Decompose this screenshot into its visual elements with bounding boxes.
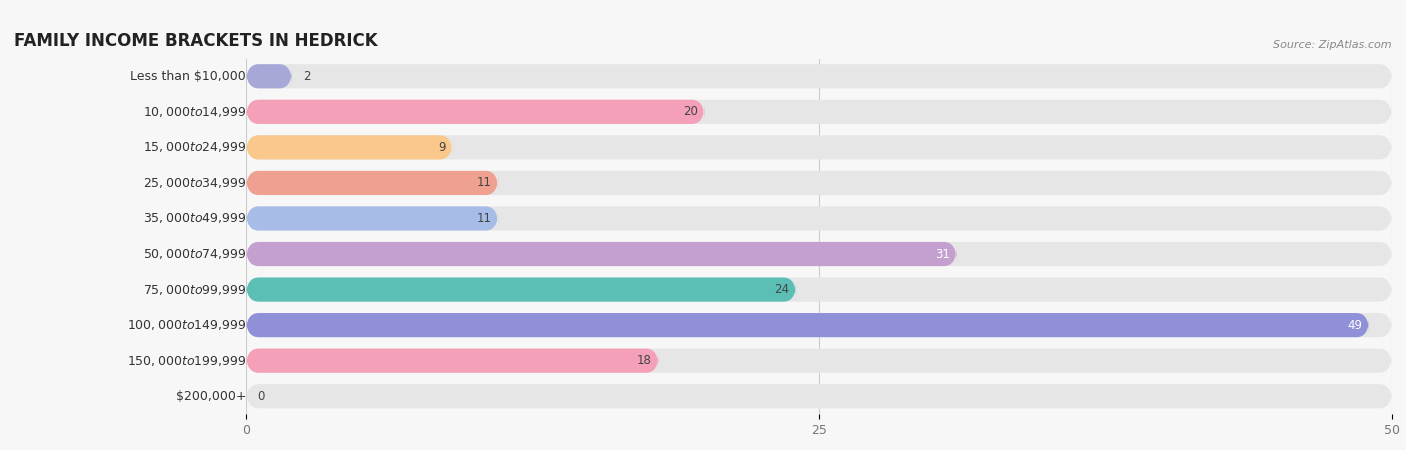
Text: $75,000 to $99,999: $75,000 to $99,999 xyxy=(142,283,246,297)
Text: $10,000 to $14,999: $10,000 to $14,999 xyxy=(142,105,246,119)
Text: FAMILY INCOME BRACKETS IN HEDRICK: FAMILY INCOME BRACKETS IN HEDRICK xyxy=(14,32,378,50)
FancyBboxPatch shape xyxy=(246,313,1369,337)
FancyBboxPatch shape xyxy=(246,64,1392,88)
Text: Source: ZipAtlas.com: Source: ZipAtlas.com xyxy=(1274,40,1392,50)
FancyBboxPatch shape xyxy=(246,278,1392,302)
Text: 2: 2 xyxy=(304,70,311,83)
FancyBboxPatch shape xyxy=(246,100,704,124)
FancyBboxPatch shape xyxy=(246,64,292,88)
Text: Less than $10,000: Less than $10,000 xyxy=(131,70,246,83)
Text: 9: 9 xyxy=(437,141,446,154)
Text: 11: 11 xyxy=(477,212,491,225)
Text: 49: 49 xyxy=(1347,319,1362,332)
Text: 11: 11 xyxy=(477,176,491,189)
FancyBboxPatch shape xyxy=(246,242,956,266)
Text: $100,000 to $149,999: $100,000 to $149,999 xyxy=(127,318,246,332)
Text: 31: 31 xyxy=(935,248,949,261)
Text: $150,000 to $199,999: $150,000 to $199,999 xyxy=(127,354,246,368)
Text: $25,000 to $34,999: $25,000 to $34,999 xyxy=(142,176,246,190)
FancyBboxPatch shape xyxy=(246,135,1392,159)
FancyBboxPatch shape xyxy=(246,100,1392,124)
Text: 20: 20 xyxy=(683,105,697,118)
FancyBboxPatch shape xyxy=(246,242,1392,266)
Text: 0: 0 xyxy=(257,390,264,403)
Text: 24: 24 xyxy=(775,283,789,296)
FancyBboxPatch shape xyxy=(246,171,498,195)
FancyBboxPatch shape xyxy=(246,349,658,373)
FancyBboxPatch shape xyxy=(246,207,498,230)
Text: $35,000 to $49,999: $35,000 to $49,999 xyxy=(142,212,246,225)
FancyBboxPatch shape xyxy=(246,384,1392,408)
FancyBboxPatch shape xyxy=(246,135,453,159)
FancyBboxPatch shape xyxy=(246,278,796,302)
FancyBboxPatch shape xyxy=(246,313,1392,337)
FancyBboxPatch shape xyxy=(246,349,1392,373)
Text: $15,000 to $24,999: $15,000 to $24,999 xyxy=(142,140,246,154)
FancyBboxPatch shape xyxy=(246,171,1392,195)
Text: 18: 18 xyxy=(637,354,652,367)
Text: $50,000 to $74,999: $50,000 to $74,999 xyxy=(142,247,246,261)
FancyBboxPatch shape xyxy=(246,207,1392,230)
Text: $200,000+: $200,000+ xyxy=(176,390,246,403)
